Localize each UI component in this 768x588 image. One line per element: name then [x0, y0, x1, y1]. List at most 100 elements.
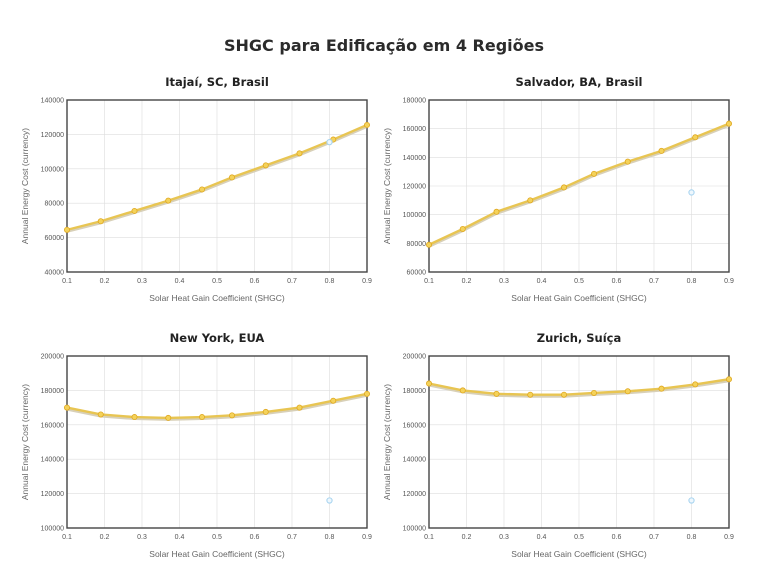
x-axis-label: Solar Heat Gain Coefficient (SHGC): [511, 549, 647, 559]
data-point: [527, 197, 534, 204]
data-point: [165, 197, 172, 204]
x-tick-label: 0.2: [100, 278, 110, 285]
data-point: [131, 414, 138, 421]
data-point: [296, 150, 303, 157]
x-tick-label: 0.5: [574, 534, 584, 541]
y-tick-label: 80000: [45, 201, 65, 208]
data-point: [590, 170, 597, 177]
data-point: [262, 408, 269, 415]
series-line: [428, 378, 730, 396]
y-axis-label: Annual Energy Cost (currency): [20, 384, 30, 500]
data-point: [330, 397, 337, 404]
series-line: [66, 123, 368, 232]
panel-title: New York, EUA: [170, 331, 265, 345]
x-tick-label: 0.9: [362, 534, 372, 541]
y-tick-label: 180000: [403, 388, 426, 395]
chart-panel-salvador: Salvador, BA, Brasil 0.1 0.2 0.3 0.4 0.5 0.6 0.…: [362, 70, 746, 320]
chart-svg-itajai: Itajaí, SC, Brasil 0.1 0.2 0.3 0.4 0.5 0.6 0.7 0…: [20, 75, 372, 303]
outlier-point: [326, 138, 333, 146]
y-tick-label: 40000: [45, 270, 65, 277]
x-axis-label: Solar Heat Gain Coefficient (SHGC): [149, 293, 285, 303]
data-point: [296, 404, 303, 411]
y-tick-label: 80000: [407, 241, 427, 248]
data-point: [262, 162, 269, 169]
x-tick-label: 0.5: [212, 534, 222, 541]
x-tick-label: 0.9: [362, 278, 372, 285]
data-point: [97, 218, 104, 225]
outlier-point: [326, 497, 333, 504]
data-point: [198, 414, 205, 421]
x-tick-label: 0.8: [687, 534, 697, 541]
x-tick-label: 0.6: [250, 534, 260, 541]
x-tick-label: 0.7: [287, 534, 297, 541]
data-point: [97, 411, 104, 418]
x-tick-label: 0.7: [287, 278, 297, 285]
x-tick-label: 0.4: [175, 278, 185, 285]
data-point: [64, 226, 71, 233]
plot-frame: [428, 99, 730, 273]
y-tick-label: 200000: [41, 354, 64, 361]
x-tick-label: 0.7: [649, 278, 659, 285]
data-point: [228, 412, 235, 419]
outlier-point: [688, 497, 695, 504]
y-tick-label: 60000: [407, 270, 427, 277]
data-point: [624, 388, 631, 395]
plot-frame: [66, 355, 368, 529]
data-point: [658, 385, 665, 392]
y-tick-label: 100000: [403, 212, 426, 219]
y-tick-label: 100000: [41, 166, 64, 173]
outlier-point: [688, 189, 695, 196]
panel-title: Salvador, BA, Brasil: [516, 75, 643, 89]
chart-svg-new-york: New York, EUA 0.1 0.2 0.3 0.4 0.5 0.6 0.7 0.8 0.9…: [20, 331, 372, 559]
x-tick-label: 0.4: [537, 278, 547, 285]
x-tick-label: 0.1: [62, 534, 72, 541]
chart-panel-zurich: Zurich, Suíça 0.1 0.2 0.3 0.4 0.5 0.6 0.7 0.8 0.9…: [362, 326, 746, 576]
y-tick-label: 160000: [403, 126, 426, 133]
x-tick-label: 0.9: [724, 534, 734, 541]
data-point: [493, 390, 500, 397]
data-point: [493, 208, 500, 215]
y-tick-label: 160000: [41, 422, 64, 429]
x-tick-label: 0.6: [250, 278, 260, 285]
data-point: [658, 147, 665, 154]
y-tick-label: 120000: [41, 491, 64, 498]
x-tick-label: 0.3: [137, 278, 147, 285]
x-tick-label: 0.3: [499, 534, 509, 541]
chart-main-title: SHGC para Edificação em 4 Regiões: [224, 36, 544, 55]
x-tick-label: 0.5: [212, 278, 222, 285]
x-tick-label: 0.6: [612, 534, 622, 541]
chart-panel-itajai: Itajaí, SC, Brasil 0.1 0.2 0.3 0.4 0.5 0.6 0.7 0…: [0, 70, 384, 320]
x-tick-label: 0.8: [325, 278, 335, 285]
y-tick-label: 160000: [403, 422, 426, 429]
x-tick-label: 0.7: [649, 534, 659, 541]
x-tick-label: 0.8: [687, 278, 697, 285]
y-axis-label: Annual Energy Cost (currency): [20, 128, 30, 244]
x-tick-label: 0.8: [325, 534, 335, 541]
data-point: [426, 380, 433, 387]
data-point: [560, 391, 567, 398]
data-point: [459, 225, 466, 232]
x-tick-label: 0.2: [100, 534, 110, 541]
x-tick-label: 0.5: [574, 278, 584, 285]
data-point: [692, 381, 699, 388]
y-tick-label: 120000: [41, 132, 64, 139]
x-tick-label: 0.1: [62, 278, 72, 285]
data-point: [64, 404, 71, 411]
y-tick-label: 140000: [41, 98, 64, 105]
x-axis-label: Solar Heat Gain Coefficient (SHGC): [149, 549, 285, 559]
data-point: [228, 174, 235, 181]
y-axis-label: Annual Energy Cost (currency): [382, 384, 392, 500]
x-tick-label: 0.3: [137, 534, 147, 541]
plot-frame: [66, 99, 368, 273]
y-tick-label: 180000: [41, 388, 64, 395]
chart-panel-new-york: New York, EUA 0.1 0.2 0.3 0.4 0.5 0.6 0.7 0.8 0.9…: [0, 326, 384, 576]
plot-frame: [428, 355, 730, 529]
y-tick-label: 200000: [403, 354, 426, 361]
y-tick-label: 140000: [41, 457, 64, 464]
panel-title: Zurich, Suíça: [537, 331, 622, 345]
y-tick-label: 140000: [403, 457, 426, 464]
x-axis-label: Solar Heat Gain Coefficient (SHGC): [511, 293, 647, 303]
data-point: [198, 186, 205, 193]
x-tick-label: 0.6: [612, 278, 622, 285]
y-tick-label: 140000: [403, 155, 426, 162]
